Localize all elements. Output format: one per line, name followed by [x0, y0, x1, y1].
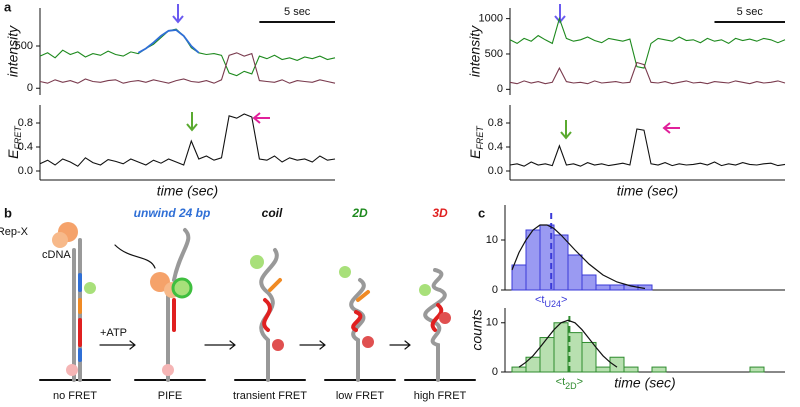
x-axis-label: time (sec) [617, 183, 678, 199]
y-tick-label: 0 [497, 83, 503, 95]
trace [39, 113, 336, 167]
trace [39, 28, 336, 77]
histogram-bar [553, 234, 569, 291]
mean-label-part: <t [556, 376, 565, 388]
x-axis-label: time (sec) [614, 375, 675, 391]
trace [137, 29, 200, 54]
state-label: low FRET [336, 390, 385, 402]
y-axis-label-part: FRET [475, 125, 485, 150]
fit-curve [518, 319, 618, 368]
mean-label: <t2D> [556, 376, 583, 391]
mean-label-part: > [561, 294, 567, 306]
y-axis-label: EFRET [467, 125, 486, 159]
histogram-bar [595, 366, 611, 373]
annotation-arrow [172, 4, 680, 140]
y-tick-label: 0 [27, 82, 33, 94]
y-axis-label-part: E [467, 149, 483, 159]
histogram-bar [749, 366, 765, 373]
y-tick-label: 10 [486, 317, 498, 329]
panel-label: a [4, 0, 12, 14]
histogram-bar [567, 254, 583, 291]
histogram-bar [525, 356, 541, 373]
trace [39, 52, 336, 84]
y-tick-label: 500 [485, 48, 503, 60]
scale-bar-label: 5 sec [737, 6, 764, 18]
histogram-bar [511, 366, 527, 373]
y-axis-label: intensity [467, 25, 483, 77]
histogram-bar [595, 284, 611, 291]
histogram-bar [623, 366, 639, 373]
y-axis-label-part: FRET [13, 125, 23, 150]
histogram-bar [609, 284, 625, 291]
y-tick-label: 10 [486, 234, 498, 246]
y-tick-label: 0.0 [18, 165, 33, 177]
trace [509, 61, 786, 85]
y-tick-label: 0.0 [488, 165, 503, 177]
fit-curve [511, 224, 646, 290]
y-tick-label: 0.8 [488, 117, 503, 129]
mean-label-part: U24 [544, 299, 561, 309]
mean-label-part: > [577, 376, 583, 388]
y-tick-label: 0 [492, 366, 498, 378]
step-label: unwind 24 bp [134, 206, 211, 220]
panel-label: b [4, 205, 12, 220]
y-tick-label: 500 [15, 40, 33, 52]
panel-label: c [478, 205, 485, 220]
histogram-bar [651, 366, 667, 373]
step-label: 2D [351, 206, 368, 220]
y-tick-label: 1000 [479, 13, 503, 25]
y-tick-label: 0 [492, 284, 498, 296]
step-label: 3D [432, 206, 448, 220]
y-axis-label-part: E [5, 149, 21, 159]
diagram [39, 222, 476, 382]
y-axis-label: EFRET [5, 125, 24, 159]
mean-label-part: 2D [565, 381, 577, 391]
state-label: high FRET [414, 390, 467, 402]
state-label: PIFE [158, 390, 182, 402]
mean-label-part: <t [535, 294, 544, 306]
step-label: coil [262, 206, 283, 220]
trace [509, 16, 786, 69]
y-tick-label: 0.4 [18, 141, 33, 153]
histogram-bar [581, 274, 597, 291]
y-tick-label: 0.4 [488, 141, 503, 153]
histogram-bar [511, 264, 527, 291]
y-tick-label: 0.8 [18, 117, 33, 129]
mean-label: <tU24> [535, 294, 567, 309]
x-axis-label: time (sec) [157, 183, 218, 199]
state-label: no FRET [53, 390, 97, 402]
histogram-bar [581, 341, 597, 373]
histogram-bar [553, 322, 569, 373]
y-axis-label: counts [469, 309, 485, 350]
histogram-bar [609, 356, 625, 373]
state-label: transient FRET [233, 390, 307, 402]
histogram-bar [525, 229, 541, 291]
histogram-bar [539, 337, 555, 373]
y-axis-label: intensity [5, 25, 21, 77]
diagram-label: cDNA [42, 249, 71, 261]
diagram-label: +ATP [100, 327, 127, 339]
diagram-label: Rep-X [0, 226, 29, 238]
trace [509, 128, 786, 167]
scale-bar-label: 5 sec [284, 6, 311, 18]
